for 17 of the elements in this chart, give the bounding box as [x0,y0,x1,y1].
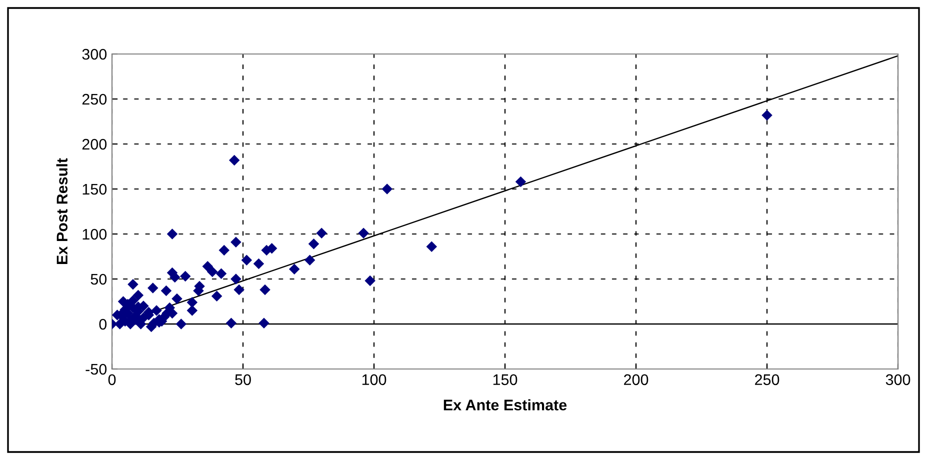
x-tick-label: 200 [624,374,648,386]
y-tick-label: 300 [82,48,107,60]
y-axis-title: Ex Post Result [56,158,68,264]
x-tick-label: 250 [755,374,780,386]
x-tick-label: 50 [235,374,251,386]
y-tick-label: 0 [99,318,107,330]
y-tick-label: 100 [82,228,107,240]
x-tick-label: 300 [886,374,910,386]
x-tick-label: 150 [493,374,518,386]
y-tick-label: 50 [90,274,107,285]
x-tick-label: 0 [108,374,116,386]
y-tick-label: -50 [86,364,107,375]
x-tick-label: 100 [362,374,386,386]
y-tick-label: 150 [82,184,107,195]
y-tick-label: 200 [82,138,107,150]
x-axis-title: Ex Ante Estimate [444,399,567,410]
y-tick-label: 250 [82,94,107,105]
